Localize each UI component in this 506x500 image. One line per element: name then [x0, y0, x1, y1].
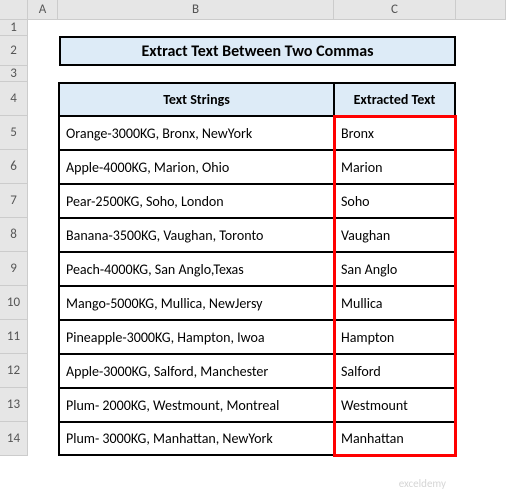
row-header[interactable]: 3 [0, 66, 28, 82]
col-header-blank [456, 0, 506, 20]
row-header[interactable]: 11 [0, 320, 28, 354]
table-cell-extracted[interactable]: Marion [334, 150, 456, 184]
row-header[interactable]: 2 [0, 36, 28, 66]
table-cell-extracted[interactable]: Soho [334, 184, 456, 218]
table-cell-extracted[interactable]: Salford [334, 354, 456, 388]
watermark-text: exceldemy [399, 477, 446, 490]
row-header[interactable]: 1 [0, 20, 28, 36]
table-cell-extracted[interactable]: Bronx [334, 116, 456, 150]
table-header-textstrings[interactable]: Text Strings [58, 82, 334, 116]
table-cell-text[interactable]: Plum- 2000KG, Westmount, Montreal [58, 388, 334, 422]
col-header-A[interactable]: A [28, 0, 58, 20]
table-cell-text[interactable]: Orange-3000KG, Bronx, NewYork [58, 116, 334, 150]
col-header-B[interactable]: B [58, 0, 334, 20]
row-header[interactable]: 9 [0, 252, 28, 286]
table-cell-extracted[interactable]: Vaughan [334, 218, 456, 252]
title-cell[interactable]: Extract Text Between Two Commas [59, 36, 456, 66]
table-cell-text[interactable]: Pineapple-3000KG, Hampton, Iwoa [58, 320, 334, 354]
row-header[interactable]: 12 [0, 354, 28, 388]
table-header-extracted[interactable]: Extracted Text [334, 82, 456, 116]
table-cell-text[interactable]: Banana-3500KG, Vaughan, Toronto [58, 218, 334, 252]
table-cell-extracted[interactable]: San Anglo [334, 252, 456, 286]
row-header[interactable]: 14 [0, 422, 28, 456]
table-cell-text[interactable]: Plum- 3000KG, Manhattan, NewYork [58, 422, 334, 456]
col-header-C[interactable]: C [334, 0, 456, 20]
table-cell-text[interactable]: Mango-5000KG, Mullica, NewJersy [58, 286, 334, 320]
spreadsheet-view: A B C 1 2 3 4 5 6 7 8 9 10 11 12 13 14 E… [0, 0, 506, 500]
table-cell-text[interactable]: Apple-3000KG, Salford, Manchester [58, 354, 334, 388]
row-header[interactable]: 4 [0, 82, 28, 116]
corner-selectall[interactable] [0, 0, 28, 20]
row-header[interactable]: 5 [0, 116, 28, 150]
table-cell-extracted[interactable]: Hampton [334, 320, 456, 354]
table-cell-extracted[interactable]: Westmount [334, 388, 456, 422]
row-header[interactable]: 6 [0, 150, 28, 184]
row-header[interactable]: 10 [0, 286, 28, 320]
row-header[interactable]: 8 [0, 218, 28, 252]
table-cell-text[interactable]: Pear-2500KG, Soho, London [58, 184, 334, 218]
table-cell-text[interactable]: Apple-4000KG, Marion, Ohio [58, 150, 334, 184]
table-cell-extracted[interactable]: Manhattan [334, 422, 456, 456]
table-cell-extracted[interactable]: Mullica [334, 286, 456, 320]
table-cell-text[interactable]: Peach-4000KG, San Anglo,Texas [58, 252, 334, 286]
row-header[interactable]: 13 [0, 388, 28, 422]
row-header[interactable]: 7 [0, 184, 28, 218]
